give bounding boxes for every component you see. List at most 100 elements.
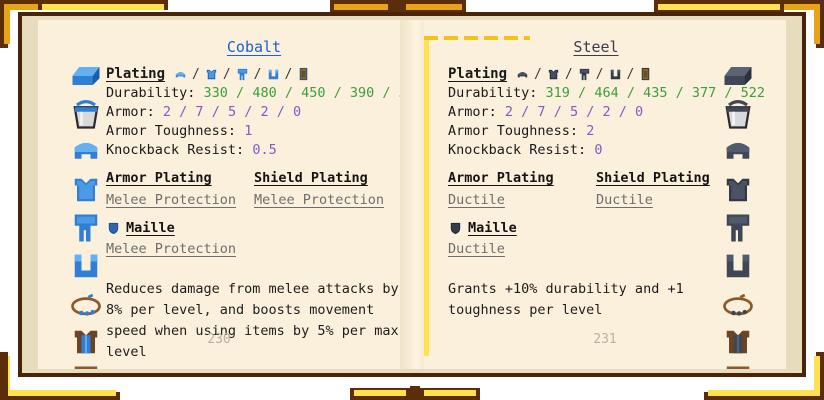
armor-plating-section: Armor Plating Melee Protection (106, 170, 254, 208)
maille-section-header: Maille (106, 220, 400, 236)
shield-plating-heading: Shield Plating (254, 170, 368, 186)
shield-plating-link[interactable]: Ductile (596, 192, 653, 208)
maille-section-header: Maille (448, 220, 744, 236)
helmet-icon (517, 71, 528, 77)
separator: / (222, 66, 231, 82)
stat-value: 2 / 7 / 5 / 2 / 0 (162, 104, 302, 120)
helmet-icon (175, 71, 186, 77)
guide-book: Cobalt Plating / / / / Durab (18, 12, 806, 377)
chestplate-icon[interactable] (68, 172, 104, 208)
stat-armor-toughness: Armor Toughness: 1 (106, 122, 400, 141)
stat-label: Durability: (106, 85, 196, 101)
stat-armor-toughness: Armor Toughness: 2 (448, 122, 744, 141)
plating-header-label: Plating (106, 66, 166, 82)
necklace-icon[interactable] (68, 286, 104, 322)
armor-plating-section: Armor Plating Ductile (448, 170, 596, 208)
helmet-icon[interactable] (720, 134, 756, 170)
stat-label: Armor Toughness: (448, 123, 579, 139)
chestplate-icon (206, 69, 217, 79)
frame-top-bar-2-gold (334, 4, 388, 10)
page-right[interactable]: Steel Plating / / / / Durabi (424, 20, 786, 369)
ingot-icon[interactable] (68, 58, 104, 94)
leather-leggings-icon[interactable] (720, 362, 756, 369)
page-left-sections: Armor Plating Melee Protection Shield Pl… (106, 170, 400, 208)
shield-icon (108, 222, 119, 234)
stat-value: 330 / 480 / 450 / 390 / 540 (203, 85, 400, 101)
maille-heading: Maille (126, 220, 175, 236)
page-left-title[interactable]: Cobalt (226, 38, 282, 56)
page-left-header-row: Plating / / / / (106, 64, 400, 84)
book-inner-paper: Cobalt Plating / / / / Durab (22, 16, 802, 373)
stat-durability: Durability: 330 / 480 / 450 / 390 / 540 (106, 84, 400, 103)
page-left[interactable]: Cobalt Plating / / / / Durab (38, 20, 400, 369)
necklace-icon[interactable] (720, 286, 756, 322)
frame-top-bar-3-gold (406, 4, 462, 10)
boots-icon (268, 69, 278, 79)
stat-value: 2 (586, 123, 595, 139)
leggings-icon[interactable] (720, 210, 756, 246)
armor-plating-link[interactable]: Ductile (448, 192, 505, 208)
leather-chestplate-icon[interactable] (68, 324, 104, 360)
stat-armor: Armor: 2 / 7 / 5 / 2 / 0 (448, 103, 744, 122)
page-right-title[interactable]: Steel (573, 38, 619, 56)
leather-chestplate-icon[interactable] (720, 324, 756, 360)
shield-icon (642, 67, 650, 80)
shield-icon (300, 67, 308, 80)
separator: / (564, 66, 573, 82)
chestplate-icon[interactable] (720, 172, 756, 208)
frame-bottom-left-wood-2 (0, 352, 8, 400)
leather-leggings-icon[interactable] (68, 362, 104, 369)
ingot-icon[interactable] (720, 58, 756, 94)
plating-header-label: Plating (448, 66, 508, 82)
separator: / (534, 66, 542, 82)
page-right-icon-sidebar (716, 58, 760, 369)
frame-bottom-bar-2-gold (354, 390, 406, 396)
frame-top-divider (392, 0, 402, 14)
maille-heading: Maille (468, 220, 517, 236)
armor-plating-link[interactable]: Melee Protection (106, 192, 237, 208)
frame-top-bar-4-gold (658, 4, 780, 10)
shield-plating-section: Shield Plating Melee Protection (254, 170, 400, 208)
shield-plating-heading: Shield Plating (596, 170, 710, 186)
boots-icon[interactable] (720, 248, 756, 284)
page-right-header-row: Plating / / / / (448, 64, 744, 84)
frame-top-left-gold (4, 4, 44, 10)
bucket-icon[interactable] (720, 96, 756, 132)
stat-label: Knockback Resist: (106, 142, 245, 158)
page-left-icon-sidebar (64, 58, 108, 369)
stat-durability: Durability: 319 / 464 / 435 / 377 / 522 (448, 84, 765, 103)
armor-plating-heading: Armor Plating (106, 170, 212, 186)
separator: / (595, 66, 604, 82)
chestplate-icon (548, 69, 559, 79)
page-left-content: Cobalt Plating / / / / Durab (106, 38, 400, 363)
helmet-icon[interactable] (68, 134, 104, 170)
leggings-icon[interactable] (68, 210, 104, 246)
page-left-number: 230 (207, 332, 231, 347)
separator: / (626, 66, 635, 82)
stat-value: 1 (244, 123, 253, 139)
separator: / (192, 66, 200, 82)
stat-label: Armor: (106, 104, 155, 120)
stat-value: 0 (594, 142, 603, 158)
shield-icon (450, 222, 461, 234)
page-right-description: Grants +10% durability and +1 toughness … (448, 281, 684, 318)
page-right-sections: Armor Plating Ductile Shield Plating Duc… (448, 170, 744, 208)
boots-icon[interactable] (68, 248, 104, 284)
bucket-icon[interactable] (68, 96, 104, 132)
frame-bottom-right-wood (816, 352, 824, 400)
maille-link[interactable]: Ductile (448, 241, 505, 257)
shield-plating-link[interactable]: Melee Protection (254, 192, 385, 208)
frame-bottom-divider (410, 386, 420, 400)
stat-label: Durability: (448, 85, 538, 101)
stat-label: Armor: (448, 104, 497, 120)
frame-bottom-right-gold (814, 356, 820, 396)
frame-top-right-gold (780, 4, 820, 10)
maille-link[interactable]: Melee Protection (106, 241, 237, 257)
frame-top-bar-1-gold (42, 4, 164, 10)
stat-label: Knockback Resist: (448, 142, 587, 158)
stat-knockback-resist: Knockback Resist: 0.5 (106, 141, 400, 160)
separator: / (253, 66, 262, 82)
frame-bottom-bar-4 (704, 392, 824, 400)
leggings-icon (579, 68, 589, 80)
